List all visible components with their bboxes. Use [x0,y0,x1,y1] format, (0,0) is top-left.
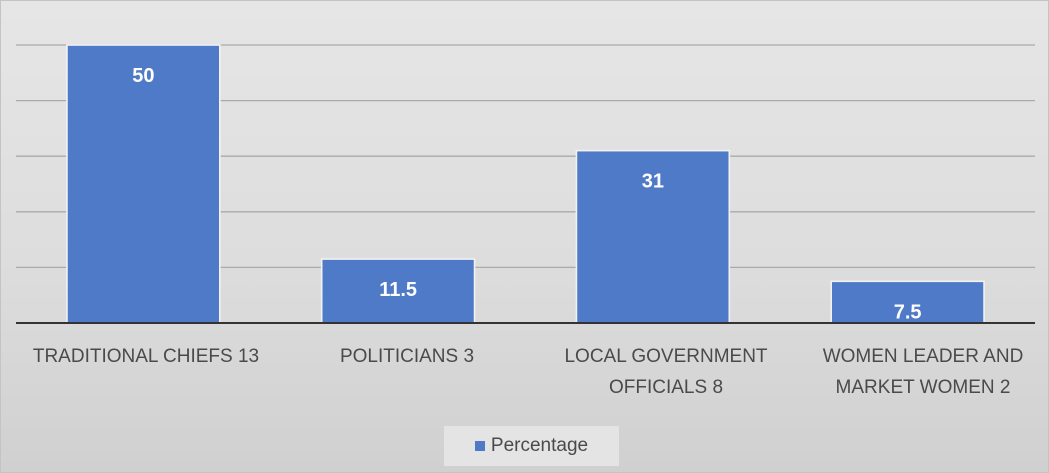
bar-1 [66,44,221,324]
legend-swatch [474,441,485,451]
category-label-traditional-chiefs: TRADITIONAL CHIEFS 13 [32,346,260,367]
data-label-1: 50 [132,65,154,87]
bar-2 [320,258,476,324]
category-label-politicians: POLITICIANS 3 [339,346,475,367]
legend-label: Percentage [490,435,589,456]
bar-3 [575,149,731,324]
category-label-local-government-officials: LOCAL GOVERNMENT OFFICIALS 8 [564,346,768,398]
bar-4 [830,280,985,324]
data-label-2: 11.5 [379,279,417,301]
data-label-3: 31 [642,171,664,193]
bar-chart-plot: 50 11.5 31 7.5 [16,44,1035,324]
data-label-4: 7.5 [894,301,922,323]
category-label-women-leader-and-market-women: WOMEN LEADER AND MARKET WOMEN 2 [822,346,1024,398]
chart-legend: Percentage [444,426,619,466]
